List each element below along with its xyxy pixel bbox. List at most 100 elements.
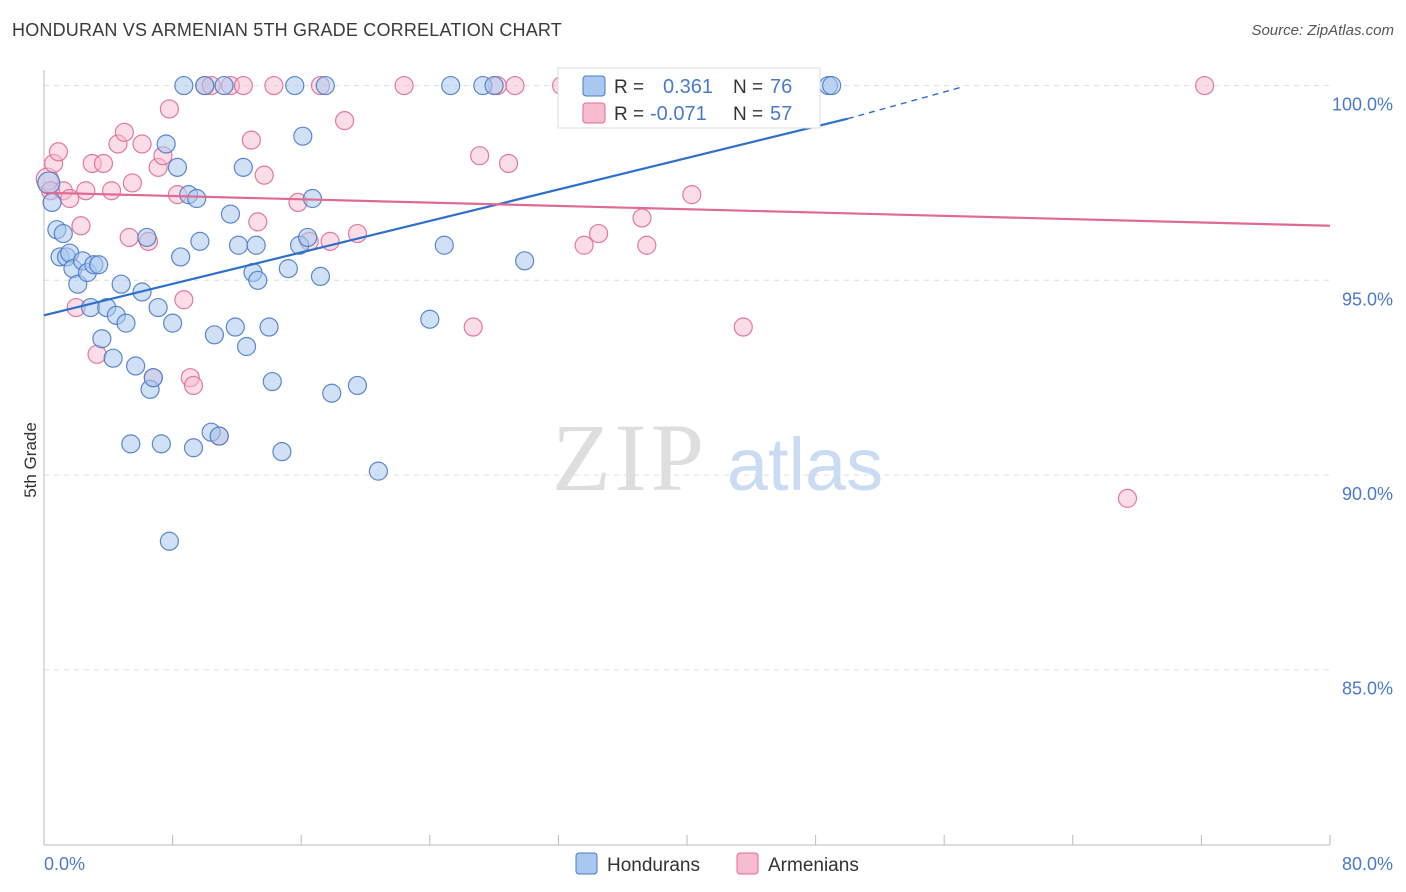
- honduran-point-4: [53, 223, 73, 244]
- armenian-point-50: [632, 208, 652, 228]
- chart-title: HONDURAN VS ARMENIAN 5TH GRADE CORRELATI…: [12, 20, 563, 40]
- honduran-point-26: [148, 297, 168, 318]
- bottom-legend-armenians[interactable]: Armenians: [768, 855, 859, 876]
- legend-n-value-2: 57: [770, 103, 792, 125]
- honduran-point-21: [126, 356, 146, 376]
- y-tick-label-1: 95.0%: [1342, 289, 1393, 309]
- watermark: ZIP atlas: [552, 404, 883, 511]
- honduran-point-52: [262, 371, 282, 392]
- bottom-legend-swatch-armenians[interactable]: [736, 852, 759, 875]
- honduran-point-60: [310, 266, 331, 287]
- legend-swatch-armenians: [582, 102, 606, 124]
- armenian-point-30: [233, 75, 253, 96]
- honduran-point-44: [225, 317, 245, 337]
- y-tick-label-0: 100.0%: [1332, 95, 1393, 115]
- legend-r-label-2: R =: [614, 104, 644, 125]
- armenian-point-15: [122, 173, 143, 193]
- honduran-point-45: [228, 235, 249, 255]
- y-tick-label-3: 85.0%: [1342, 679, 1393, 699]
- honduran-point-14: [92, 329, 112, 349]
- armenian-point-32: [248, 212, 268, 232]
- armenian-point-7: [76, 181, 96, 201]
- armenian-point-10: [93, 153, 114, 174]
- armenian-trend-line: [43, 191, 1331, 227]
- honduran-point-55: [285, 75, 305, 96]
- honduran-point-46: [233, 157, 253, 177]
- honduran-point-20: [121, 434, 141, 454]
- hondurans-points: [37, 75, 842, 551]
- honduran-point-51: [259, 317, 279, 337]
- honduran-point-11: [81, 297, 101, 318]
- honduran-point-63: [347, 375, 368, 396]
- honduran-point-28: [156, 134, 176, 154]
- honduran-point-70: [515, 251, 535, 271]
- armenian-point-23: [174, 290, 194, 310]
- bottom-legend-hondurans[interactable]: Hondurans: [607, 855, 700, 876]
- honduran-point-75: [822, 75, 842, 96]
- honduran-point-42: [214, 75, 234, 96]
- legend-n-label-1: N =: [733, 77, 763, 98]
- armenian-point-49: [588, 223, 609, 244]
- honduran-point-18: [111, 274, 131, 294]
- armenian-point-16: [132, 134, 152, 154]
- armenian-point-33: [254, 165, 274, 185]
- honduran-point-65: [420, 309, 440, 329]
- legend-n-value-1: 76: [770, 76, 792, 98]
- honduran-point-13: [89, 255, 109, 275]
- y-tick-label-2: 90.0%: [1342, 484, 1393, 504]
- honduran-point-25: [143, 368, 163, 388]
- armenian-point-13: [114, 122, 134, 142]
- honduran-point-57: [293, 126, 313, 146]
- honduran-trend-line: [43, 117, 849, 317]
- honduran-point-30: [163, 313, 183, 333]
- honduran-point-23: [137, 227, 157, 248]
- honduran-point-16: [103, 348, 123, 368]
- armenian-point-21: [159, 99, 179, 119]
- honduran-point-43: [220, 204, 241, 224]
- honduran-point-0: [37, 171, 61, 195]
- armenian-point-51: [637, 235, 657, 255]
- honduran-point-54: [278, 259, 298, 279]
- honduran-point-62: [322, 383, 342, 403]
- bottom-legend-swatch-hondurans[interactable]: [575, 852, 598, 875]
- armenian-point-39: [335, 111, 355, 131]
- honduran-point-38: [195, 75, 215, 96]
- armenian-point-53: [733, 317, 753, 337]
- honduran-point-64: [368, 461, 388, 481]
- honduran-point-32: [171, 247, 191, 267]
- y-axis-title: 5th Grade: [21, 422, 40, 498]
- honduran-point-35: [183, 438, 204, 458]
- honduran-point-31: [167, 157, 188, 177]
- top-legend: R = 0.361 N = 76 R = -0.071 N = 57: [557, 67, 821, 129]
- legend-swatch-hondurans: [582, 75, 606, 97]
- honduran-point-37: [190, 231, 210, 251]
- honduran-point-53: [272, 442, 292, 462]
- armenian-point-43: [470, 146, 490, 166]
- armenian-point-41: [394, 75, 414, 96]
- legend-r-value-1: 0.361: [663, 76, 713, 98]
- legend-r-value-2: -0.071: [650, 103, 707, 125]
- armenian-point-11: [101, 181, 122, 201]
- legend-r-label-1: R =: [614, 77, 644, 98]
- armenian-point-55: [1195, 75, 1215, 96]
- armenian-point-54: [1117, 488, 1138, 508]
- trend-lines: [43, 86, 1331, 317]
- honduran-point-40: [204, 325, 224, 345]
- armenian-point-46: [505, 75, 525, 96]
- honduran-point-50: [248, 270, 268, 290]
- honduran-point-67: [441, 75, 461, 96]
- armenian-point-25: [183, 375, 204, 396]
- honduran-point-49: [246, 235, 266, 255]
- honduran-point-69: [484, 75, 504, 96]
- honduran-point-47: [236, 336, 257, 357]
- x-tick-label-1: 80.0%: [1342, 854, 1393, 874]
- bottom-legend[interactable]: Hondurans Armenians: [575, 852, 859, 876]
- armenian-point-2: [48, 142, 69, 162]
- armenian-point-45: [498, 153, 519, 174]
- legend-n-label-2: N =: [733, 104, 763, 125]
- honduran-point-29: [159, 531, 179, 551]
- honduran-point-58: [298, 227, 318, 248]
- source-label: Source: ZipAtlas.com: [1251, 22, 1394, 39]
- honduran-point-66: [434, 235, 454, 255]
- honduran-trend-extension: [847, 86, 961, 120]
